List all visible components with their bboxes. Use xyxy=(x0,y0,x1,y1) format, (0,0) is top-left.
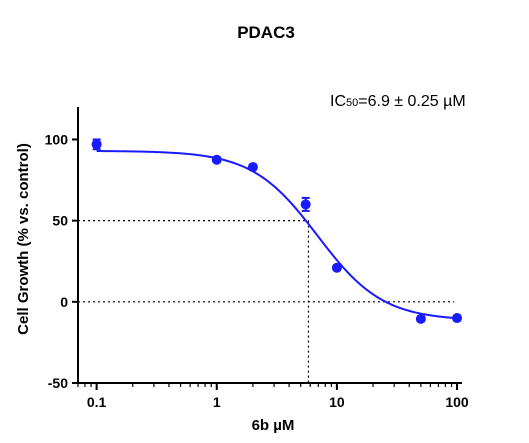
ic50-annotation: IC50=6.9 ± 0.25 µM xyxy=(330,93,466,110)
fit-curve xyxy=(96,150,458,320)
x-tick-label: 100 xyxy=(445,394,469,410)
data-point xyxy=(211,154,222,165)
data-point xyxy=(247,162,258,173)
x-tick-label: 0.1 xyxy=(87,394,107,410)
chart-title: PDAC3 xyxy=(237,23,295,42)
data-point xyxy=(452,313,463,324)
x-tick-label: 1 xyxy=(213,394,221,410)
reference-lines xyxy=(78,220,454,383)
ic50-annotation-subscript: 50 xyxy=(346,97,358,109)
x-axis-label: 6b µM xyxy=(252,417,295,434)
ic50-annotation-prefix: IC xyxy=(330,93,346,110)
y-tick-label: 50 xyxy=(52,213,68,229)
fit-curve-layer xyxy=(96,150,458,320)
data-point xyxy=(300,199,311,210)
data-points-layer xyxy=(91,138,463,324)
axes: -50 0 50 100 0.1 1 10 100 xyxy=(45,107,469,410)
y-tick-label: 0 xyxy=(60,294,68,310)
y-tick-label: -50 xyxy=(48,375,68,391)
data-point xyxy=(91,139,102,150)
ic50-annotation-suffix: =6.9 ± 0.25 µM xyxy=(358,93,465,110)
y-axis-label: Cell Growth (% vs. control) xyxy=(15,143,32,335)
data-point xyxy=(331,262,342,273)
y-tick-label: 100 xyxy=(45,131,69,147)
data-point xyxy=(415,313,426,324)
x-tick-label: 10 xyxy=(329,394,345,410)
